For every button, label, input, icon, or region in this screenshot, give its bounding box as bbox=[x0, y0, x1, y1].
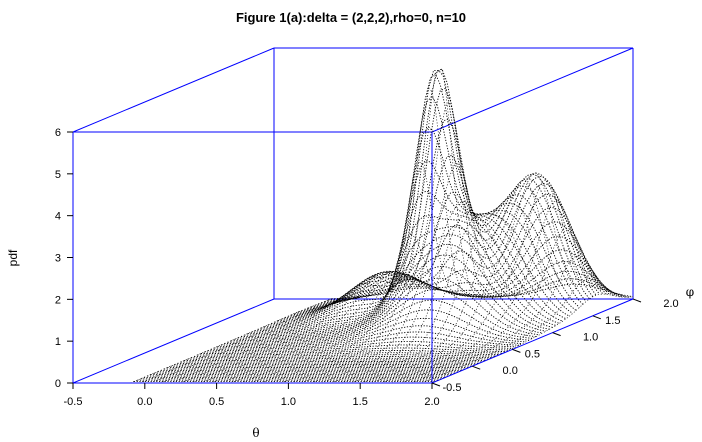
surface-line-phi bbox=[301, 183, 604, 312]
surface-line-phi bbox=[271, 95, 573, 325]
y-tick-label: 1.5 bbox=[605, 315, 620, 327]
surface-line-phi bbox=[237, 277, 540, 339]
box-edge-left-bottom bbox=[72, 298, 275, 384]
y-axis-label: φ bbox=[686, 285, 694, 299]
surface-line-phi bbox=[304, 193, 607, 310]
y-tick-mark bbox=[512, 348, 521, 353]
axes: 0 1 2 3 4 5 6 -0.5 0.0 0.5 1.0 1.5 2.0 -0.5 0.0 0.5 1.0 1… bbox=[55, 127, 679, 408]
surface-line-theta bbox=[331, 212, 533, 384]
z-axis-label: pdf bbox=[6, 249, 20, 266]
surface-line-phi bbox=[217, 331, 520, 347]
surface-line-theta bbox=[260, 234, 463, 384]
surface-line-theta bbox=[311, 163, 513, 384]
y-tick-label: -0.5 bbox=[443, 382, 462, 394]
surface-mesh bbox=[130, 68, 634, 384]
surface-line-theta bbox=[431, 293, 634, 384]
surface-line-phi bbox=[214, 336, 516, 349]
y-tick-mark bbox=[632, 298, 642, 303]
y-tick-label: 2.0 bbox=[663, 298, 678, 310]
y-tick-mark bbox=[472, 365, 481, 370]
surface-line-phi bbox=[321, 261, 624, 304]
surface-line-phi bbox=[220, 325, 523, 346]
surface-line-phi bbox=[247, 243, 550, 335]
surface-line-theta bbox=[301, 101, 503, 384]
z-tick-label: 0 bbox=[55, 378, 61, 390]
surface-line-theta bbox=[381, 179, 583, 384]
surface-line-theta bbox=[150, 297, 352, 384]
box-edge-left-top bbox=[72, 47, 275, 133]
surface-line-theta bbox=[321, 201, 523, 384]
surface-line-theta bbox=[180, 290, 382, 384]
surface-line-phi bbox=[287, 118, 590, 317]
surface-line-theta bbox=[250, 273, 453, 384]
y-tick-label: 1.0 bbox=[583, 332, 598, 344]
x-tick-label: -0.5 bbox=[64, 396, 83, 408]
y-tick-label: 0.5 bbox=[525, 348, 540, 360]
z-tick-label: 2 bbox=[55, 294, 61, 306]
x-axis-label: θ bbox=[252, 426, 259, 440]
surface-line-theta bbox=[341, 213, 543, 384]
surface-line-theta bbox=[351, 197, 553, 384]
surface-line-phi bbox=[207, 344, 510, 352]
chart-title: Figure 1(a):delta = (2,2,2),rho=0, n=10 bbox=[236, 10, 466, 25]
surface-line-phi bbox=[291, 154, 594, 316]
box-edge-right-top bbox=[431, 47, 634, 133]
surface-line-phi bbox=[281, 68, 584, 320]
bounding-box-back bbox=[72, 47, 634, 384]
surface-line-theta bbox=[130, 298, 332, 384]
surface-line-theta bbox=[411, 255, 614, 384]
x-tick-label: 1.5 bbox=[353, 396, 368, 408]
surface-line-phi bbox=[314, 235, 617, 306]
z-tick-label: 6 bbox=[55, 127, 61, 139]
x-tick-label: 0.0 bbox=[137, 396, 152, 408]
surface-line-phi bbox=[274, 72, 577, 323]
surface-line-theta bbox=[190, 283, 392, 384]
surface-line-phi bbox=[317, 249, 620, 305]
surface-line-theta bbox=[230, 273, 433, 384]
surface-line-theta bbox=[291, 68, 493, 384]
z-tick-label: 1 bbox=[55, 336, 61, 348]
surface-line-phi bbox=[190, 356, 493, 359]
surface-line-phi bbox=[284, 87, 587, 319]
surface-line-phi bbox=[311, 221, 614, 308]
surface-line-phi bbox=[297, 175, 600, 313]
surface-line-theta bbox=[170, 295, 372, 384]
z-tick-label: 3 bbox=[55, 253, 61, 265]
surface-line-phi bbox=[267, 126, 570, 326]
z-tick-label: 4 bbox=[55, 211, 61, 223]
surface-line-theta bbox=[271, 161, 473, 384]
surface-line-phi bbox=[261, 190, 563, 329]
y-tick-mark bbox=[552, 332, 561, 337]
surface-line-theta bbox=[421, 278, 623, 384]
surface-line-theta bbox=[240, 278, 443, 384]
surface-line-theta bbox=[200, 276, 402, 384]
surface-line-theta bbox=[220, 271, 423, 384]
y-tick-mark bbox=[431, 382, 441, 387]
y-tick-label: 0.0 bbox=[503, 365, 518, 377]
surface-line-phi bbox=[240, 265, 543, 337]
surface-line-theta bbox=[371, 172, 573, 384]
box-edge-right-bottom bbox=[431, 298, 634, 384]
surface-line-theta bbox=[401, 227, 604, 384]
surface-line-phi bbox=[184, 359, 486, 362]
surface-line-theta bbox=[391, 200, 594, 384]
y-tick-mark bbox=[592, 315, 601, 320]
surface-line-phi bbox=[277, 69, 580, 322]
surface-line-phi bbox=[210, 340, 513, 350]
bounding-box-front bbox=[73, 132, 634, 384]
surface-line-theta bbox=[281, 87, 483, 384]
surface-line-phi bbox=[294, 172, 597, 314]
surface-line-phi bbox=[250, 234, 553, 333]
surface-line-theta bbox=[140, 298, 342, 384]
z-tick-label: 5 bbox=[55, 169, 61, 181]
surface-line-phi bbox=[244, 254, 546, 336]
x-tick-label: 1.0 bbox=[281, 396, 296, 408]
surface-line-theta bbox=[160, 296, 362, 384]
x-tick-label: 0.5 bbox=[209, 396, 224, 408]
surface-line-phi bbox=[187, 357, 489, 360]
surface-line-theta bbox=[210, 271, 413, 384]
x-tick-label: 2.0 bbox=[424, 396, 439, 408]
surface-line-theta bbox=[361, 179, 563, 384]
